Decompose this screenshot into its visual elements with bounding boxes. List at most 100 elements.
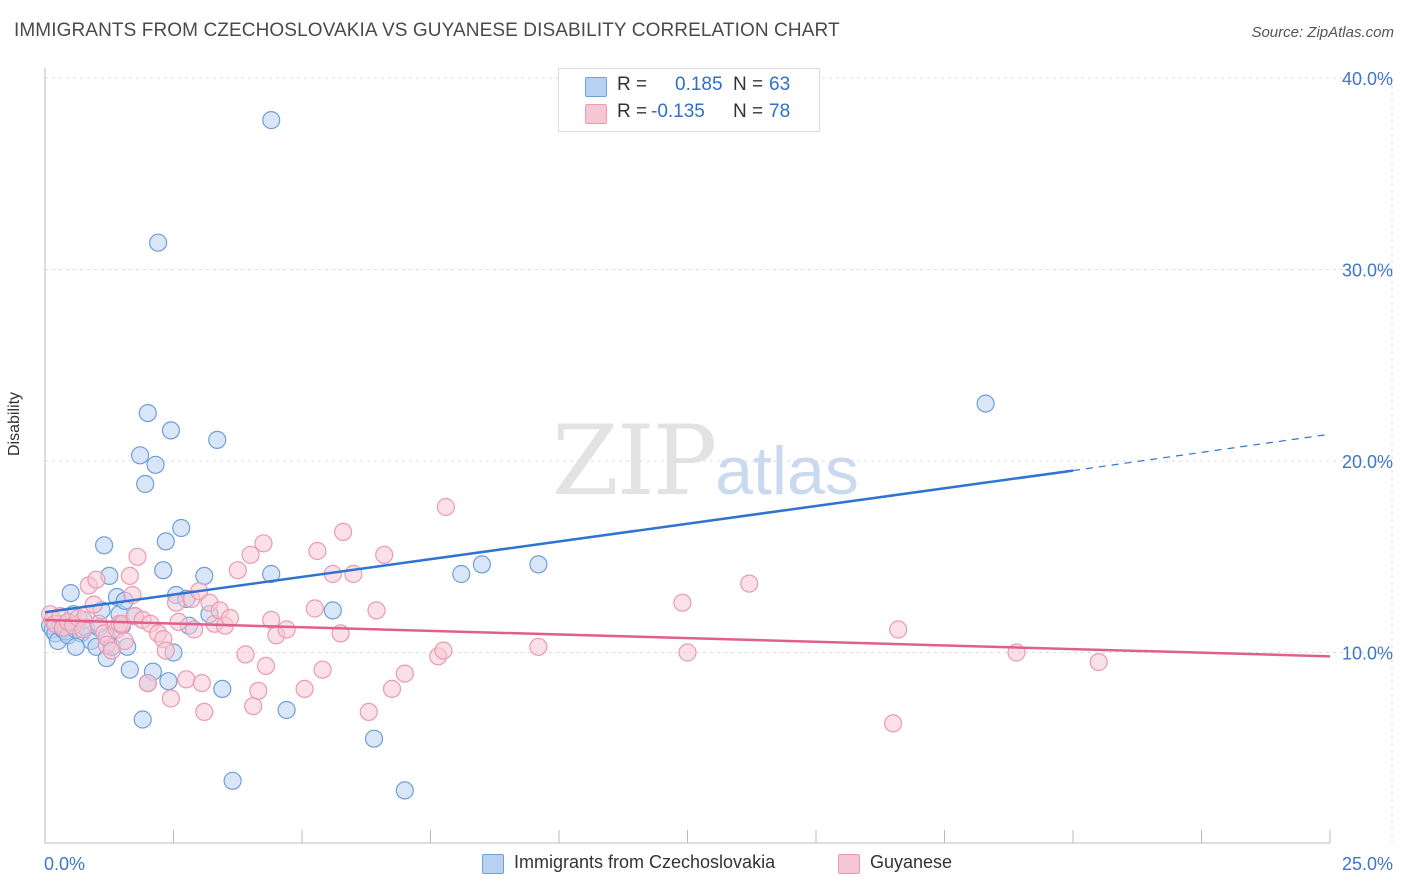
guyanese-point bbox=[678, 643, 697, 662]
guyanese-point bbox=[883, 714, 903, 733]
czech-point bbox=[262, 564, 281, 584]
stats-legend: R = 0.185 N = 63 R = -0.135 N = 78 bbox=[558, 68, 820, 132]
guyanese-point bbox=[334, 522, 353, 542]
guyanese-legend-swatch bbox=[838, 854, 860, 874]
guyanese-point bbox=[228, 561, 247, 580]
guyanese-point bbox=[277, 620, 296, 639]
guyanese-point bbox=[87, 570, 106, 589]
y-tick-label: 40.0% bbox=[1342, 69, 1393, 89]
czech-point bbox=[213, 679, 232, 699]
guyanese-point bbox=[359, 702, 378, 722]
czech-swatch bbox=[585, 77, 607, 97]
czech-n-value: 63 bbox=[769, 74, 791, 95]
guyanese-n-value: 78 bbox=[769, 101, 791, 122]
czech-point bbox=[976, 394, 995, 413]
guyanese-point bbox=[115, 631, 134, 651]
tick-labels: 10.0% 20.0% 30.0% 40.0% 0.0% 25.0% bbox=[44, 69, 1393, 874]
gridlines bbox=[45, 77, 1393, 843]
guyanese-trend-line bbox=[44, 618, 1331, 658]
x-tick-label: 0.0% bbox=[44, 854, 85, 874]
guyanese-point bbox=[249, 681, 268, 700]
czech-point bbox=[262, 110, 281, 130]
czech-point bbox=[131, 446, 150, 465]
czech-point bbox=[154, 561, 173, 580]
czech-point bbox=[138, 404, 157, 423]
czech-point bbox=[133, 710, 152, 729]
czech-point bbox=[452, 564, 471, 584]
guyanese-point bbox=[434, 641, 453, 660]
x-tick-label: 25.0% bbox=[1342, 854, 1393, 874]
guyanese-point bbox=[305, 599, 324, 618]
czech-point bbox=[61, 583, 80, 603]
guyanese-point bbox=[128, 547, 147, 566]
guyanese-r-value: -0.135 bbox=[651, 101, 705, 122]
y-tick-label: 10.0% bbox=[1342, 644, 1393, 664]
guyanese-point bbox=[673, 593, 692, 612]
czech-point bbox=[94, 536, 114, 555]
guyanese-point bbox=[195, 702, 214, 722]
n-label: N = bbox=[733, 101, 764, 122]
trend-lines bbox=[44, 433, 1331, 658]
n-label: N = bbox=[733, 74, 764, 95]
czech-point bbox=[472, 555, 491, 574]
guyanese-point bbox=[367, 601, 386, 620]
czech-point bbox=[364, 729, 384, 748]
guyanese-point bbox=[254, 534, 273, 553]
chart-source: Source: ZipAtlas.com bbox=[1251, 24, 1394, 41]
guyanese-point bbox=[436, 497, 455, 517]
guyanese-point bbox=[161, 689, 180, 708]
czech-point bbox=[208, 430, 227, 449]
guyanese-point bbox=[241, 545, 260, 564]
guyanese-point bbox=[236, 645, 255, 664]
czech-r-value: 0.185 bbox=[675, 74, 723, 95]
guyanese-point bbox=[529, 637, 548, 656]
czech-point bbox=[161, 421, 180, 440]
czech-legend-swatch bbox=[482, 854, 504, 874]
czech-point bbox=[136, 474, 155, 494]
czech-point bbox=[120, 660, 139, 679]
guyanese-point bbox=[889, 620, 908, 639]
czech-point bbox=[66, 637, 85, 656]
guyanese-point bbox=[138, 673, 157, 693]
guyanese-point bbox=[1089, 652, 1108, 672]
guyanese-point bbox=[256, 656, 276, 676]
guyanese-point bbox=[167, 593, 186, 612]
guyanese-point bbox=[192, 673, 211, 693]
guyanese-point bbox=[169, 612, 188, 632]
czech-point bbox=[529, 555, 548, 574]
guyanese-point bbox=[120, 566, 139, 586]
guyanese-point bbox=[313, 660, 332, 679]
watermark-atlas: atlas bbox=[715, 433, 859, 509]
r-label: R = bbox=[617, 101, 648, 122]
czech-point bbox=[159, 672, 178, 691]
czech-point bbox=[156, 532, 175, 551]
guyanese-point bbox=[74, 620, 93, 639]
guyanese-swatch bbox=[585, 104, 607, 124]
czech-trend-extension bbox=[1072, 433, 1331, 472]
czech-legend-label: Immigrants from Czechoslovakia bbox=[514, 852, 776, 872]
r-label: R = bbox=[617, 74, 648, 95]
czech-points bbox=[40, 110, 995, 800]
guyanese-point bbox=[220, 608, 240, 628]
guyanese-point bbox=[295, 679, 314, 699]
czech-point bbox=[223, 771, 242, 790]
guyanese-legend-label: Guyanese bbox=[870, 852, 953, 872]
czech-point bbox=[172, 518, 191, 538]
guyanese-point bbox=[177, 670, 196, 689]
axes bbox=[44, 68, 1331, 844]
guyanese-point bbox=[308, 541, 327, 561]
czech-point bbox=[323, 601, 342, 620]
guyanese-point bbox=[382, 679, 402, 699]
y-tick-label: 20.0% bbox=[1342, 452, 1393, 472]
guyanese-point bbox=[740, 574, 759, 593]
czech-point bbox=[277, 700, 296, 720]
czech-point bbox=[195, 566, 214, 586]
czech-point bbox=[146, 455, 165, 474]
guyanese-point bbox=[102, 641, 121, 660]
guyanese-points bbox=[40, 497, 1108, 733]
guyanese-point bbox=[244, 696, 263, 716]
czech-trend-line bbox=[44, 469, 1074, 614]
chart-title: IMMIGRANTS FROM CZECHOSLOVAKIA VS GUYANE… bbox=[14, 20, 840, 41]
guyanese-point bbox=[375, 545, 394, 564]
